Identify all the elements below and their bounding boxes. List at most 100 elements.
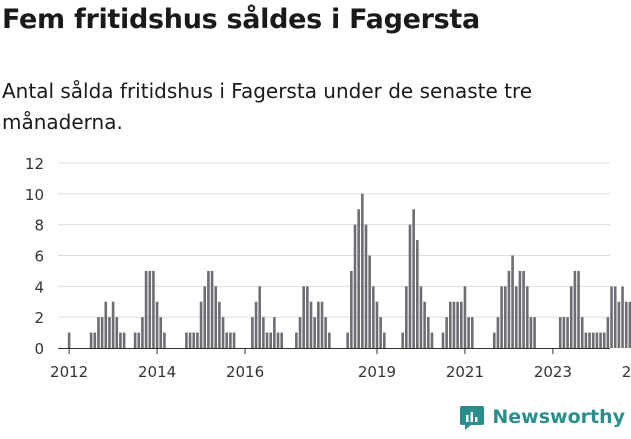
bar xyxy=(188,332,192,348)
bar xyxy=(89,332,93,348)
bar xyxy=(254,301,258,348)
bar xyxy=(361,193,364,348)
bar xyxy=(529,317,533,348)
bar xyxy=(122,332,126,348)
y-tick-label: 10 xyxy=(25,186,44,204)
brand-name: Newsworthy xyxy=(492,406,625,428)
bar xyxy=(97,317,100,348)
bar xyxy=(588,332,591,348)
bar xyxy=(229,332,232,348)
bar xyxy=(470,317,474,348)
bar xyxy=(141,317,144,348)
bar xyxy=(309,301,313,348)
newsworthy-logo: Newsworthy xyxy=(460,401,625,433)
bar xyxy=(621,286,624,348)
bar xyxy=(372,286,375,348)
bar xyxy=(203,286,207,348)
bar xyxy=(580,317,584,348)
y-tick-label: 4 xyxy=(34,278,44,296)
bar xyxy=(452,301,456,348)
bar xyxy=(152,270,155,348)
bar xyxy=(419,286,423,348)
bar xyxy=(298,317,302,348)
bar xyxy=(232,332,236,348)
bar xyxy=(379,317,382,348)
bar xyxy=(562,317,566,348)
bar xyxy=(302,286,305,348)
newsworthy-chart-icon xyxy=(460,406,485,430)
bar xyxy=(280,332,283,348)
bar xyxy=(262,317,265,348)
bar xyxy=(383,332,386,348)
bar xyxy=(104,301,108,348)
bar xyxy=(401,332,404,348)
bar xyxy=(606,317,610,348)
x-tick-label: 2014 xyxy=(138,363,176,381)
bar xyxy=(251,317,254,348)
bar xyxy=(522,270,525,348)
y-tick-label: 12 xyxy=(25,155,44,173)
bar xyxy=(602,332,606,348)
bar xyxy=(569,286,573,348)
bar xyxy=(115,317,119,348)
bar xyxy=(456,301,459,348)
bar xyxy=(119,332,122,348)
bar xyxy=(577,270,580,348)
chart-subtitle: Antal sålda fritidshus i Fagersta under … xyxy=(2,79,533,134)
bar xyxy=(624,301,628,348)
bar xyxy=(617,301,621,348)
x-axis: 2012 2014 2016 2019 2021 2023 2025 xyxy=(50,348,631,381)
bar xyxy=(192,332,196,348)
bar xyxy=(375,301,379,348)
bar xyxy=(163,332,166,348)
bar xyxy=(317,301,320,348)
bar xyxy=(276,332,280,348)
bar xyxy=(273,317,276,348)
bar xyxy=(405,286,408,348)
bar xyxy=(67,332,71,348)
bar xyxy=(196,332,199,348)
y-tick-label: 0 xyxy=(34,340,44,358)
bar xyxy=(328,332,331,348)
bar xyxy=(364,224,368,348)
bar xyxy=(507,270,511,348)
bar xyxy=(225,332,229,348)
bar xyxy=(210,270,214,348)
x-tick-label: 2016 xyxy=(226,363,264,381)
bar xyxy=(459,301,463,348)
bar xyxy=(525,286,529,348)
bar xyxy=(416,240,419,348)
bar xyxy=(492,332,496,348)
bar xyxy=(353,224,357,348)
chart-title: Fem fritidshus såldes i Fagersta xyxy=(2,4,480,35)
bar xyxy=(368,255,371,348)
bar xyxy=(159,317,163,348)
bar xyxy=(324,317,327,348)
bar xyxy=(430,332,434,348)
bar xyxy=(221,317,225,348)
bar xyxy=(199,301,203,348)
bar xyxy=(427,317,430,348)
bar xyxy=(408,224,412,348)
bar xyxy=(518,270,522,348)
x-tick-label: 2025 xyxy=(622,363,631,381)
y-axis-labels: 0 2 4 6 8 10 12 xyxy=(25,155,44,358)
bar xyxy=(423,301,426,348)
bar xyxy=(463,286,467,348)
bar xyxy=(350,270,353,348)
bar xyxy=(599,332,602,348)
bar xyxy=(185,332,188,348)
x-tick-label: 2019 xyxy=(358,363,396,381)
bar xyxy=(214,286,218,348)
bar xyxy=(100,317,104,348)
bar xyxy=(295,332,298,348)
bar xyxy=(346,332,349,348)
bar xyxy=(320,301,324,348)
bar xyxy=(496,317,500,348)
bar xyxy=(566,317,569,348)
x-tick-label: 2023 xyxy=(534,363,572,381)
bar xyxy=(511,255,514,348)
y-tick-label: 6 xyxy=(34,248,44,266)
bar xyxy=(258,286,262,348)
